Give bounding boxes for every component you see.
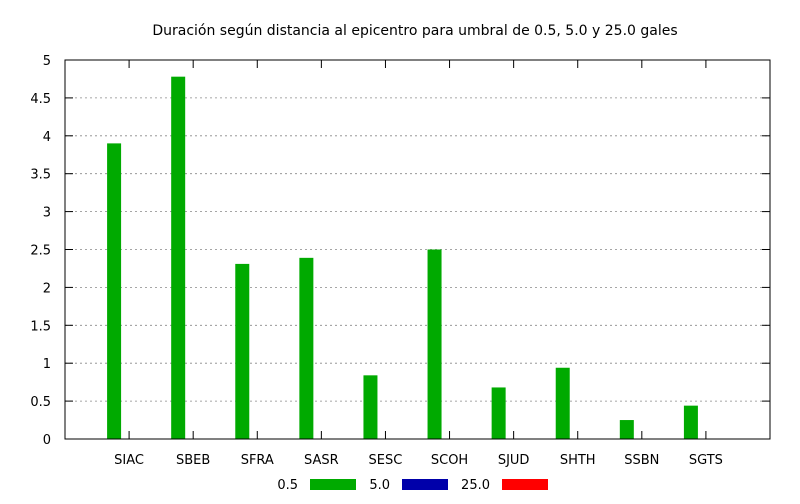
y-tick-label: 3 [43,206,51,221]
x-tick-label: SSBN [624,453,659,468]
bar-0-5 [619,420,634,439]
legend: 0.5 5.0 25.0 [277,478,548,493]
x-tick-label: SESC [369,453,403,468]
chart-title: Duración según distancia al epicentro pa… [152,23,677,39]
legend-label: 5.0 [369,478,390,493]
y-tick-label: 2 [43,281,51,296]
legend-swatch [502,479,548,490]
bar-0-5 [491,387,506,439]
y-tick-label: 2.5 [30,244,51,259]
bar-0-5 [171,76,186,440]
bar-0-5 [683,405,698,439]
x-tick-label: SASR [304,453,339,468]
x-tick-label: SHTH [560,453,596,468]
y-tick-label: 4 [43,130,51,145]
gridlines [65,97,770,402]
bar-0-5 [427,249,442,439]
x-tick-label: SBEB [176,453,210,468]
legend-label: 0.5 [277,478,298,493]
bar-0-5 [235,263,250,439]
y-tick-label: 0 [43,433,51,448]
bar-0-5 [107,143,122,439]
x-tick-label: SCOH [431,453,468,468]
bar-0-5 [363,375,378,439]
y-tick-label: 4.5 [30,92,51,107]
y-tick-label: 1 [43,357,51,372]
legend-swatch [402,479,448,490]
y-tick-label: 0.5 [30,395,51,410]
y-tick-label: 3.5 [30,168,51,183]
x-tick-label: SFRA [241,453,274,468]
x-tick-label: SIAC [114,453,144,468]
axis-ticks: 0 0.5 1 1.5 2 2.5 3 3.5 4 4.5 5 SIAC SBEB SFRA SASR SES… [30,54,770,468]
x-tick-label: SGTS [689,453,723,468]
bar-0-5 [555,367,570,439]
legend-label: 25.0 [461,478,490,493]
legend-swatch [310,479,356,490]
bar-0-5 [299,257,314,439]
bars [107,76,698,440]
y-tick-label: 5 [43,54,51,69]
y-tick-label: 1.5 [30,319,51,334]
x-tick-label: SJUD [498,453,530,468]
